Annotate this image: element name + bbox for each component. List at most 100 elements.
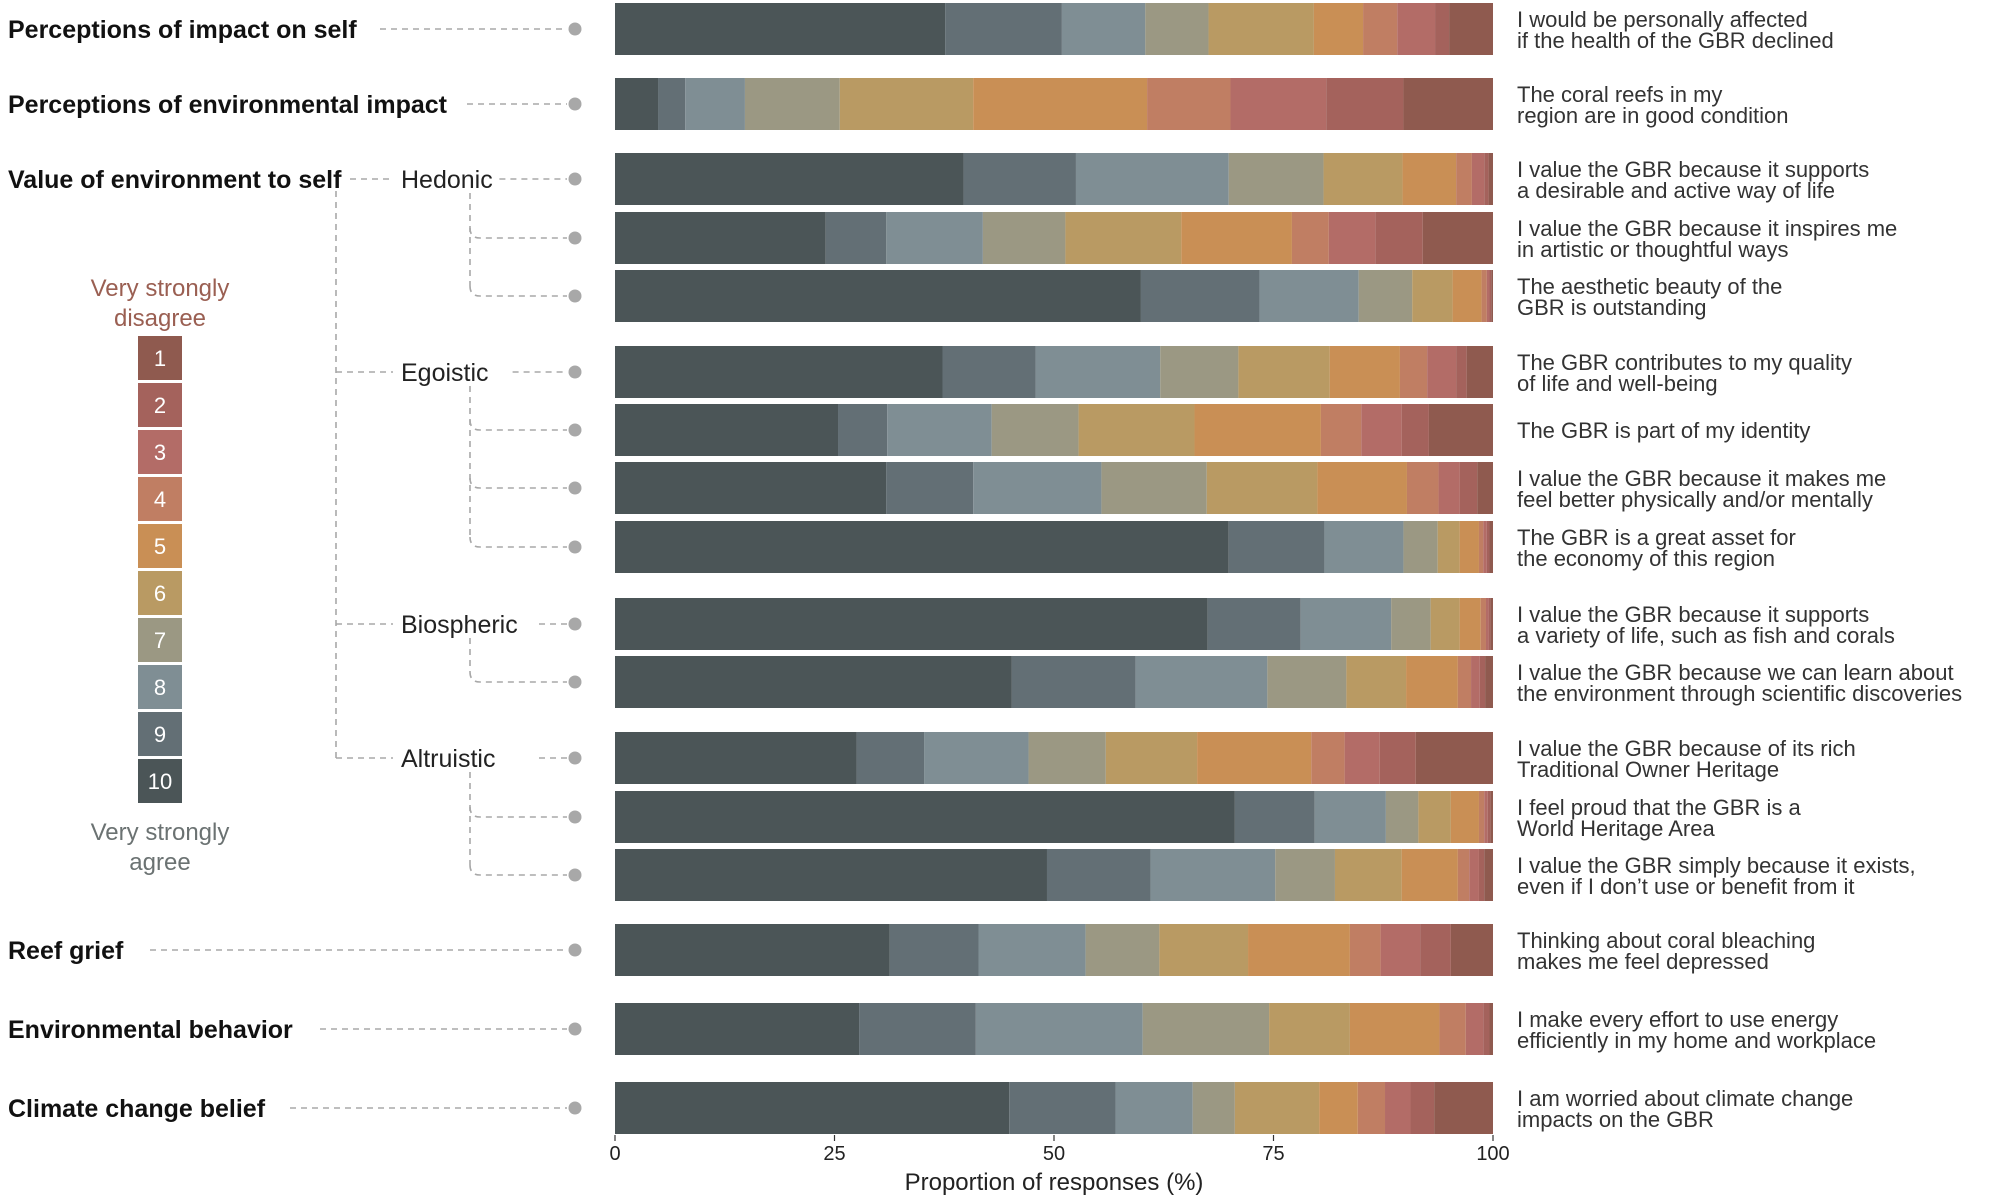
leader-line <box>469 864 567 876</box>
x-tick-label: 25 <box>823 1143 845 1165</box>
bar-segment-level-3 <box>1469 849 1479 901</box>
bar-segment-level-3 <box>1344 732 1380 784</box>
leader-line <box>469 806 567 818</box>
statement-label-line2: efficiently in my home and workplace <box>1517 1028 1876 1053</box>
leader-dot <box>568 675 582 689</box>
subcategory-label: Hedonic <box>401 166 493 194</box>
leader-line <box>469 285 567 297</box>
bar-segment-level-4 <box>1456 153 1472 205</box>
bar-segment-level-10 <box>615 3 946 55</box>
bar-segment-level-1 <box>1490 791 1493 843</box>
bar-segment-level-6 <box>1208 3 1314 55</box>
bar-segment-level-2 <box>1478 849 1485 901</box>
bar-segment-level-1 <box>1422 212 1493 264</box>
bar-segment-level-1 <box>1488 153 1493 205</box>
bar-segment-level-4 <box>1439 1003 1466 1055</box>
bar-segment-level-1 <box>1484 849 1493 901</box>
bar-segment-level-2 <box>1486 521 1490 573</box>
leader-dot <box>568 172 582 186</box>
legend-level-label: 2 <box>154 393 166 418</box>
bar-segment-level-6 <box>1269 1003 1350 1055</box>
statement-label-line1: I would be personally affected <box>1517 7 1808 32</box>
bar-segment-level-6 <box>1238 346 1330 398</box>
subcategory-label: Egoistic <box>401 359 489 387</box>
bar-segment-level-3 <box>1483 521 1487 573</box>
bar-segment-level-7 <box>1228 153 1324 205</box>
bar-segment-level-7 <box>982 212 1066 264</box>
statement-label-line1: The GBR contributes to my quality <box>1517 350 1852 375</box>
leader-line <box>469 227 567 239</box>
bar-segment-level-10 <box>615 656 1012 708</box>
statement-label-line2: World Heritage Area <box>1517 816 1715 841</box>
statement-label-line2: of life and well-being <box>1517 371 1718 396</box>
statement-label-line1: The aesthetic beauty of the <box>1517 274 1782 299</box>
bar-segment-level-10 <box>615 598 1208 650</box>
legend-level-label: 7 <box>154 628 166 653</box>
bar-segment-level-6 <box>1334 849 1402 901</box>
bar-segment-level-3 <box>1485 598 1489 650</box>
leader-dot <box>568 540 582 554</box>
bar-segment-level-3 <box>1361 404 1402 456</box>
bar-segment-level-8 <box>1075 153 1229 205</box>
bar-segment-level-5 <box>1181 212 1292 264</box>
legend-bottom-label: agree <box>129 849 190 876</box>
bar-segment-level-9 <box>838 404 888 456</box>
bar-segment-level-7 <box>1160 346 1239 398</box>
bar-segment-level-2 <box>1479 656 1486 708</box>
bar-segment-level-3 <box>1471 153 1485 205</box>
bar-segment-level-2 <box>1484 153 1489 205</box>
bar-segment-level-6 <box>1065 212 1182 264</box>
bar-segment-level-6 <box>1418 791 1451 843</box>
bar-segment-level-8 <box>1259 270 1359 322</box>
bar-segment-level-3 <box>1438 462 1460 514</box>
leader-dot <box>568 97 582 111</box>
bar-segment-level-9 <box>889 924 979 976</box>
bar-segment-level-4 <box>1311 732 1345 784</box>
category-label: Value of environment to self <box>8 166 342 194</box>
bar-segment-level-3 <box>1471 656 1480 708</box>
legend-swatch-2 <box>138 383 182 427</box>
statement-label-line2: feel better physically and/or mentally <box>1517 487 1873 512</box>
bar-segment-level-4 <box>1399 346 1428 398</box>
bar-segment-level-2 <box>1410 1082 1435 1134</box>
bar-segment-level-10 <box>615 212 826 264</box>
bar-segment-level-6 <box>1412 270 1453 322</box>
bar-segment-level-4 <box>1457 656 1472 708</box>
bar-segment-level-7 <box>1142 1003 1270 1055</box>
bar-segment-level-5 <box>1406 656 1458 708</box>
leader-dot <box>568 423 582 437</box>
leader-dot <box>568 481 582 495</box>
statement-label-line1: I feel proud that the GBR is a <box>1517 795 1801 820</box>
leader-line <box>469 419 567 431</box>
bar-segment-level-3 <box>1230 78 1327 130</box>
bar-segment-level-9 <box>856 732 925 784</box>
statement-label-line1: Thinking about coral bleaching <box>1517 928 1815 953</box>
bar-segment-level-8 <box>973 462 1102 514</box>
statement-label-line1: I value the GBR because of its rich <box>1517 736 1856 761</box>
leader-line <box>469 671 567 683</box>
bar-segment-level-2 <box>1488 598 1491 650</box>
bar-segment-level-10 <box>615 270 1141 322</box>
bar-segment-level-5 <box>1197 732 1312 784</box>
bars <box>615 3 1493 1134</box>
leader-dot <box>568 1101 582 1115</box>
statement-label-line1: I value the GBR because we can learn abo… <box>1517 660 1954 685</box>
bar-segment-level-3 <box>1380 924 1421 976</box>
bar-segment-level-3 <box>1486 270 1490 322</box>
bar-segment-level-10 <box>615 346 943 398</box>
bar-segment-level-9 <box>859 1003 976 1055</box>
bar-segment-level-9 <box>945 3 1062 55</box>
bar-segment-level-10 <box>615 849 1047 901</box>
bar-segment-level-2 <box>1401 404 1429 456</box>
legend-level-label: 9 <box>154 722 166 747</box>
bar-segment-level-7 <box>1403 521 1438 573</box>
bar-segment-level-2 <box>1375 212 1423 264</box>
leader-dot <box>568 1022 582 1036</box>
x-tick-label: 75 <box>1262 1143 1284 1165</box>
bar-segment-level-9 <box>658 78 686 130</box>
bar-segment-level-7 <box>1391 598 1431 650</box>
bar-segment-level-5 <box>1452 270 1482 322</box>
legend-swatch-9 <box>138 712 182 756</box>
legend-swatch-3 <box>138 430 182 474</box>
